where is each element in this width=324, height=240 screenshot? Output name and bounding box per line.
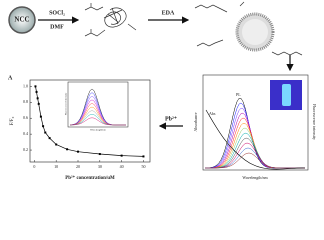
data-point <box>66 148 69 151</box>
y-tick-label: 0.4 <box>23 131 28 136</box>
data-point <box>44 131 47 134</box>
axis-label: Absorbance <box>193 112 198 131</box>
curve-label: Abs <box>209 111 216 116</box>
spectrum-curve <box>204 102 305 169</box>
inset-curve <box>69 117 126 126</box>
x-tick-label: 0 <box>33 164 35 169</box>
plot-frame <box>29 79 151 163</box>
graphical-abstract: NCC SOCl₂ DMF EDA Absorbance Fluorescenc… <box>8 1 317 181</box>
x-tick-label: 10 <box>54 164 58 169</box>
y-tick-label: 0.2 <box>23 147 28 152</box>
data-point <box>35 90 38 93</box>
x-tick-label: 30 <box>98 164 102 169</box>
functionalized-ncc <box>194 1 303 56</box>
x-tick-label: 20 <box>76 164 80 169</box>
data-point <box>77 150 79 153</box>
curve-label: PL <box>236 92 241 97</box>
data-point <box>98 153 101 156</box>
y-tick-label: 0.6 <box>23 115 28 120</box>
y-tick-label: 1.0 <box>23 83 28 88</box>
ncc-particle <box>8 6 36 34</box>
data-point <box>55 143 58 146</box>
x-axis-title: Pb²⁺ concentration/uM <box>65 175 115 181</box>
reagent: EDA <box>162 10 175 16</box>
x-tick-label: 40 <box>120 164 124 169</box>
axis-label: Wavelength/nm <box>242 175 268 180</box>
inset-x: Wavelength/nm <box>90 129 106 132</box>
ncc-label: NCC <box>14 16 29 24</box>
spectra-panel <box>202 74 309 171</box>
inset-y: Fluorescence Intensity <box>65 92 68 115</box>
analyte: Pb²⁺ <box>165 115 177 122</box>
data-point <box>120 154 123 157</box>
solvent: DMF <box>50 24 64 30</box>
data-point <box>39 115 42 118</box>
data-point <box>142 155 145 158</box>
spectrum-curve <box>205 152 305 169</box>
data-point <box>37 102 40 105</box>
y-axis-title: F/F₀ <box>10 116 15 125</box>
reagent: SOCl₂ <box>49 10 65 16</box>
panel-label: A <box>8 75 13 81</box>
data-point <box>42 125 45 128</box>
x-tick-label: 50 <box>141 164 145 169</box>
data-point <box>34 85 37 88</box>
data-point <box>36 97 39 100</box>
absorbance-curve <box>205 109 306 170</box>
acyl-chloride-ncc <box>84 3 137 37</box>
spectrum-curve <box>205 112 305 169</box>
quenching-chart: A F/F₀ Pb²⁺ concentration/uM 0.2 0.4 0.6 0.8 1.… <box>8 75 151 181</box>
data-point <box>48 137 51 140</box>
spectrum-curve <box>205 117 305 169</box>
axis-label: Fluorescence intensity <box>312 104 317 140</box>
spectrum-curve <box>204 107 305 169</box>
y-tick-label: 0.8 <box>23 99 28 104</box>
